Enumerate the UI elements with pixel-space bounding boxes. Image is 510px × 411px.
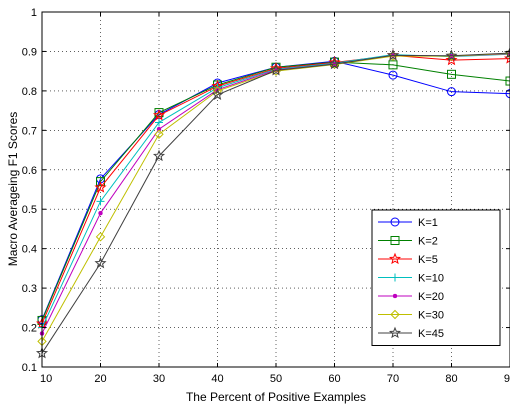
x-tick-label: 20 [94,373,106,385]
data-point-marker [503,52,510,64]
y-tick-label: 0.7 [22,125,37,137]
legend-item: K=30 [378,310,444,322]
y-tick-label: 0.9 [22,46,37,58]
data-point-marker [269,64,283,76]
data-point-marker [386,49,400,61]
data-point-marker [505,76,510,86]
data-point-marker [94,256,107,269]
data-point-marker [152,108,166,121]
x-axis-label: The Percent of Positive Examples [186,390,366,404]
series-layer [35,46,510,359]
data-point-marker [388,51,398,61]
legend-item: K=10 [378,273,444,285]
data-point-marker [505,89,510,99]
series-line [41,52,510,354]
legend-marker [388,252,402,265]
axis-ticks: 0.1 0.2 0.3 0.4 0.5 0.6 0.7 0.8 0.9 1 10 20 30 40 50 60… [22,7,510,385]
legend-label: K=5 [418,254,438,266]
legend-marker [390,309,400,320]
y-tick-label: 1 [31,7,37,19]
legend-label: K=30 [418,310,444,322]
data-point-marker [94,181,107,193]
legend-item: K=2 [378,236,438,248]
data-point-marker [328,57,341,70]
data-point-marker [445,49,458,61]
y-tick-label: 0.8 [22,86,37,98]
x-tick-label: 70 [387,373,399,385]
data-point-marker [156,126,162,132]
y-tick-label: 0.2 [22,323,37,335]
data-point-marker [154,108,164,118]
x-tick-label: 40 [211,373,223,385]
data-point-marker [96,177,105,187]
legend-item: K=45 [378,326,444,340]
data-point-marker [95,232,106,242]
data-point-marker [152,149,166,162]
legend-marker [391,273,399,282]
x-tick-label: 80 [445,373,457,385]
y-axis-label: Macro Averageing F1 Scores [6,112,20,267]
data-point-marker [154,129,164,139]
legend-label: K=1 [418,217,438,229]
data-point-marker [447,87,456,97]
legend-marker [390,217,400,227]
legend-label: K=20 [418,291,444,303]
data-point-marker [505,48,510,59]
legend-item: K=20 [378,291,444,303]
y-tick-label: 0.3 [22,283,37,295]
data-point-marker [446,51,457,61]
data-point-marker [388,70,398,80]
y-tick-label: 0.6 [22,165,37,177]
data-point-marker [329,59,340,70]
x-tick-label: 10 [40,373,52,385]
legend-label: K=45 [418,328,444,340]
data-point-marker [211,88,224,100]
y-tick-label: 0.5 [22,204,37,216]
legend-marker [392,293,398,299]
series-k30 [37,48,510,347]
data-point-marker [96,197,105,206]
x-tick-label: 30 [153,373,165,385]
legend-item: K=1 [378,217,438,229]
legend-marker [388,326,402,339]
y-tick-label: 0.1 [22,362,37,374]
legend: K=1 K=2 K=5 K=10 K=20 K=30 K=45 [371,209,501,346]
x-tick-label: 50 [270,373,282,385]
x-tick-label: 60 [328,373,340,385]
legend-label: K=10 [418,273,444,285]
data-point-marker [447,69,456,79]
y-tick-label: 0.4 [22,244,37,256]
data-point-marker [155,118,163,127]
data-point-marker [98,210,103,216]
data-point-marker [445,53,458,66]
legend-marker [390,236,400,245]
x-tick-label: 90 [504,373,510,385]
legend-item: K=5 [378,252,438,266]
series-line [41,52,510,342]
legend-label: K=2 [418,236,438,248]
